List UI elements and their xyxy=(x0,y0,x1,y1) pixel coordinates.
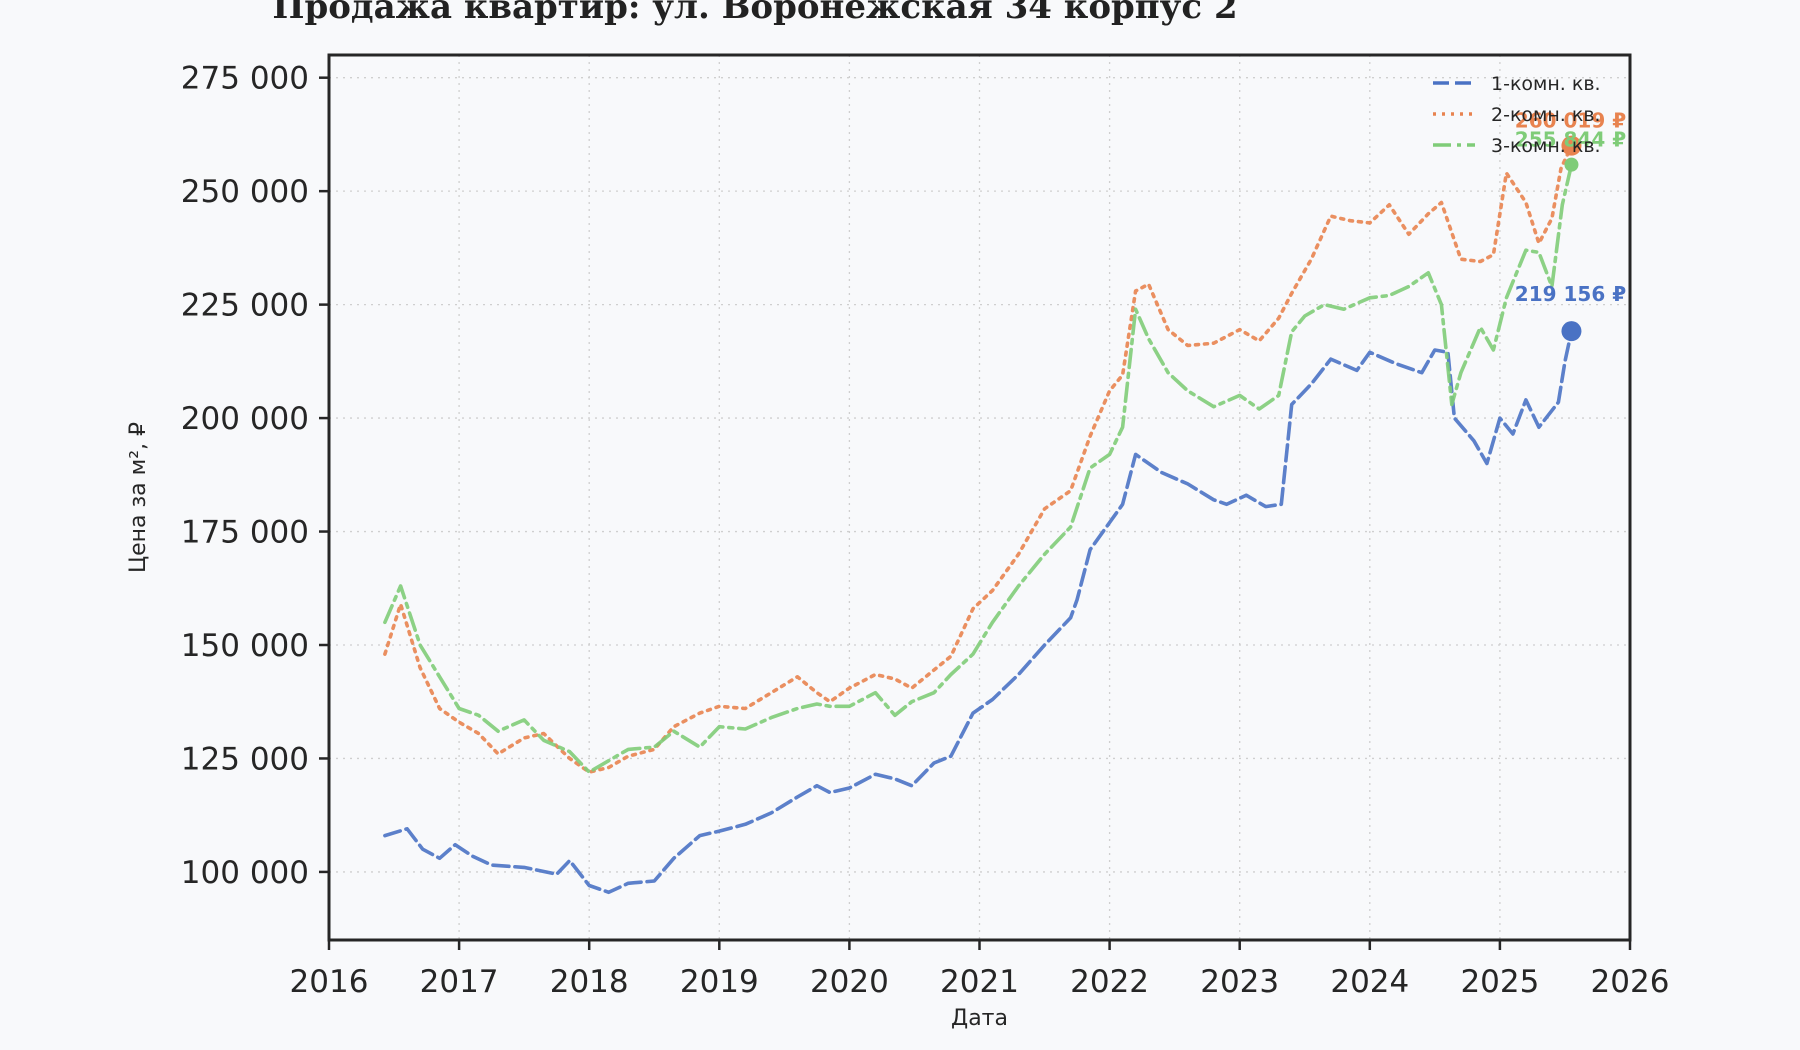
x-tick-label: 2022 xyxy=(1070,964,1149,1000)
x-axis: 2016 2017 2018 2019 2020 2021 2022 2023 2024 2025… xyxy=(290,940,1670,1000)
series-end-label-2: 260 019 ₽ xyxy=(1515,109,1626,133)
series-end-point-3 xyxy=(1564,157,1579,172)
y-tick-label: 225 000 xyxy=(181,288,309,324)
y-axis-label: Цена за м², ₽ xyxy=(126,422,151,573)
x-tick-label: 2020 xyxy=(810,964,889,1000)
series-line-1 xyxy=(383,329,1574,895)
y-tick-label: 250 000 xyxy=(181,174,309,210)
y-tick-label: 275 000 xyxy=(181,61,309,97)
series-line-3 xyxy=(383,162,1574,774)
y-tick-label: 175 000 xyxy=(181,515,309,551)
x-tick-label: 2018 xyxy=(550,964,629,1000)
y-tick-label: 125 000 xyxy=(181,741,309,777)
end-markers: 219 156 ₽ 260 019 ₽255 844 ₽ xyxy=(1515,109,1626,342)
series-end-point-2 xyxy=(1561,135,1582,156)
x-tick-label: 2019 xyxy=(680,964,759,1000)
y-axis: 100 000 125 000 150 000 175 000 200 000 225 0… xyxy=(181,61,329,891)
legend-label-1: 1-комн. кв. xyxy=(1491,73,1601,95)
x-tick-label: 2021 xyxy=(940,964,1019,1000)
series-line-2 xyxy=(383,143,1574,774)
y-tick-label: 150 000 xyxy=(181,628,309,664)
series-end-point-1 xyxy=(1561,321,1582,342)
x-tick-label: 2026 xyxy=(1591,964,1670,1000)
legend-label-3: 3-комн. кв. xyxy=(1491,135,1601,157)
series-end-label-3: 255 844 ₽ xyxy=(1515,128,1626,152)
x-tick-label: 2025 xyxy=(1460,964,1539,1000)
series-layer xyxy=(383,143,1574,895)
legend: 1-комн. кв. 2-комн. кв. 3-комн. кв. xyxy=(1433,73,1601,157)
x-tick-label: 2016 xyxy=(290,964,369,1000)
x-tick-label: 2017 xyxy=(420,964,499,1000)
legend-label-2: 2-комн. кв. xyxy=(1491,104,1601,126)
series-end-label-1: 219 156 ₽ xyxy=(1515,282,1626,306)
x-tick-label: 2023 xyxy=(1200,964,1279,1000)
y-tick-label: 200 000 xyxy=(181,401,309,437)
y-tick-label: 100 000 xyxy=(181,855,309,891)
x-tick-label: 2024 xyxy=(1330,964,1409,1000)
x-axis-label: Дата xyxy=(951,1006,1008,1031)
chart-title: Продажа квартир: ул. Воронежская 34 корп… xyxy=(272,0,1237,27)
